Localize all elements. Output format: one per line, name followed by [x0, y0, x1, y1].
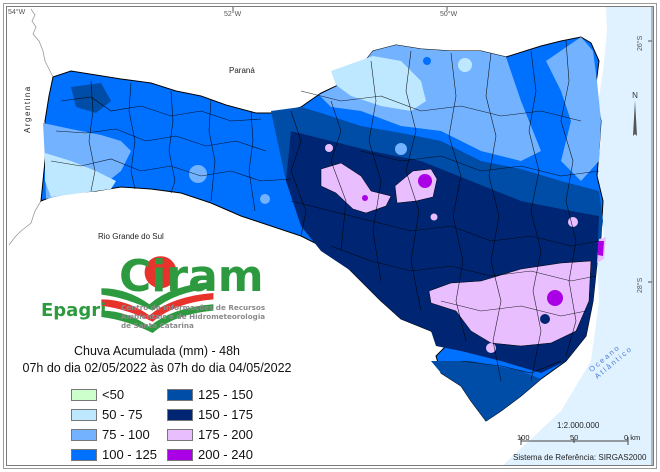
scale-mid-label: 50	[570, 433, 579, 442]
legend-label: 175 - 200	[198, 427, 253, 442]
legend-item: 150 - 175	[167, 407, 253, 422]
region-125-150-south	[431, 361, 541, 421]
legend-item: 100 - 125	[71, 447, 157, 462]
map-period: 07h do dia 02/05/2022 às 07h do dia 04/0…	[22, 361, 292, 375]
legend-swatch	[71, 388, 97, 401]
ciram-subtitle-line-1: Centro de Informações de Recursos	[121, 303, 266, 312]
legend-label: 75 - 100	[102, 427, 150, 442]
lon-54-label: 54°W	[8, 9, 26, 16]
north-arrow-icon	[633, 100, 637, 136]
map-title: Chuva Acumulada (mm) - 48h	[73, 344, 241, 358]
rainfall-map	[8, 7, 653, 465]
ciram-logo-text: Ciram	[119, 251, 264, 302]
legend-item: 50 - 75	[71, 407, 142, 422]
region-200-240-spot	[362, 195, 368, 201]
region-150-175-spot	[540, 314, 550, 324]
region-200-240-spot	[547, 290, 563, 306]
region-100-125-spot	[423, 57, 431, 65]
region-50-75-north	[331, 56, 426, 111]
region-50-75-spot	[458, 58, 472, 72]
ciram-subtitle-line-3: de Santa Catarina	[121, 321, 194, 330]
scale-ratio: 1:2.000.000	[557, 421, 600, 430]
legend-swatch	[71, 428, 97, 441]
reference-system: Sistema de Referência: SIRGAS2000	[513, 453, 647, 462]
legend-label: 125 - 150	[198, 387, 253, 402]
lon-50-label: 50°W	[440, 11, 458, 18]
region-75-100-spot	[395, 143, 407, 155]
legend-label: 50 - 75	[102, 407, 143, 422]
map-outer-frame	[3, 3, 657, 469]
epagri-logo-icon	[101, 256, 214, 333]
ciram-subtitle-line-2: Ambientais e de Hidrometeorologia	[121, 312, 266, 321]
north-arrow: N	[629, 91, 641, 141]
ocean-area	[503, 7, 653, 465]
legend-swatch	[167, 448, 193, 461]
region-75-100-east	[546, 37, 601, 181]
legend-swatch	[71, 448, 97, 461]
scale-bar	[520, 437, 629, 445]
region-175-200-spot	[486, 343, 496, 353]
region-75-100-spot	[260, 194, 270, 204]
region-50-75-west	[45, 153, 116, 197]
region-175-200-south	[428, 260, 592, 347]
legend-swatch	[167, 428, 193, 441]
scale-left-label: 100	[517, 433, 530, 442]
ciram-subtitle: Centro de Informações de Recursos Ambien…	[121, 303, 265, 330]
legend-label: 100 - 125	[102, 447, 157, 462]
label-parana: Paraná	[229, 66, 255, 75]
region-200-240-coast	[598, 241, 604, 256]
region-125-150-west	[71, 83, 111, 113]
lat-26-label: 26°S	[637, 35, 644, 51]
legend-label: 150 - 175	[198, 407, 253, 422]
region-75-100-spot	[189, 165, 207, 183]
epagri-logo-text: Epagri	[41, 300, 107, 321]
region-200-240-spot	[418, 174, 432, 188]
legend-item: 125 - 150	[167, 387, 253, 402]
legend-swatch	[167, 388, 193, 401]
map-frame: 54°W 52°W 50°W 26°S 28°S Paraná Argentin…	[6, 6, 654, 466]
municipal-boundaries	[50, 40, 600, 382]
scale-right-label: 0 km	[624, 433, 641, 442]
legend-item: 75 - 100	[71, 427, 150, 442]
legend-item: 200 - 240	[167, 447, 253, 462]
argentina-border	[8, 8, 54, 246]
legend-item: 175 - 200	[167, 427, 253, 442]
lat-28-label: 28°S	[637, 277, 644, 293]
region-175-200-spot	[325, 144, 333, 152]
legend-swatch	[71, 408, 97, 421]
north-label: N	[632, 91, 638, 100]
label-argentina: Argentina	[23, 85, 32, 133]
region-175-200-spot	[430, 213, 438, 221]
label-rio-grande-do-sul: Rio Grande do Sul	[98, 232, 164, 241]
lon-52-label: 52°W	[224, 11, 242, 18]
region-175-200-spot	[568, 217, 578, 227]
legend-label: 200 - 240	[198, 447, 253, 462]
legend-item: <50	[71, 387, 124, 402]
legend-label: <50	[102, 387, 125, 402]
region-175-200-central-west	[320, 162, 392, 214]
legend-swatch	[167, 408, 193, 421]
